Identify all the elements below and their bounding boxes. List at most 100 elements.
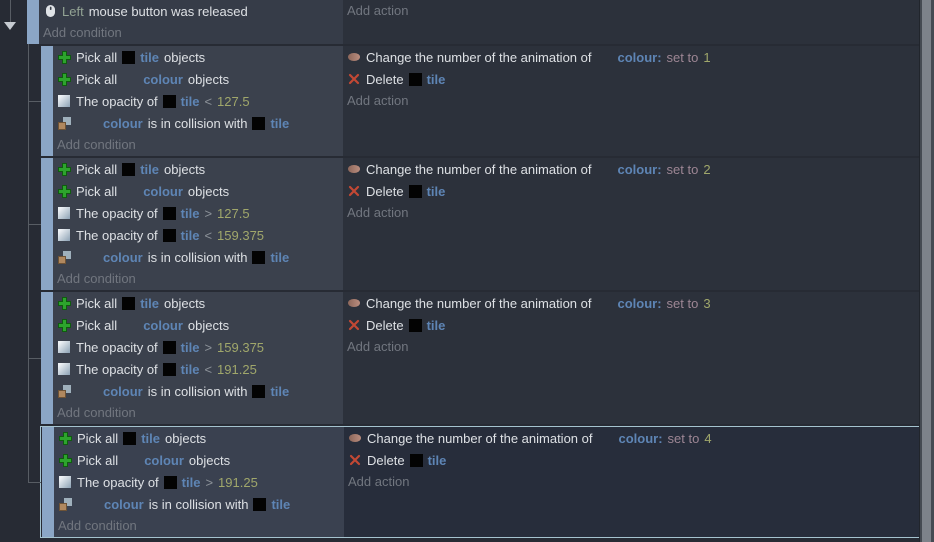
sub-event-block[interactable]: Pick all tile objects Pick all colour objects… [40, 426, 920, 538]
condition-row[interactable]: Pick all tile objects [53, 46, 343, 68]
condition-row[interactable]: Pick all colour objects [53, 68, 343, 90]
condition-row[interactable]: Pick all tile objects [53, 292, 343, 314]
sentence-text: objects [187, 317, 230, 333]
condition-row[interactable]: Pick all colour objects [54, 449, 344, 471]
add-condition-button[interactable]: Add condition [57, 271, 136, 286]
object-name: tile [140, 161, 159, 177]
condition-row[interactable]: The opacity of tile <127.5 [53, 90, 343, 112]
animation-icon [347, 296, 361, 310]
condition-row[interactable]: Left mouse button was released [39, 0, 343, 22]
event-highlight-bar [41, 292, 53, 424]
condition-row[interactable]: The opacity of tile <159.375 [53, 224, 343, 246]
sentence-text: Pick all [77, 452, 119, 468]
action-row[interactable]: Delete tile [343, 180, 919, 202]
sentence-text: Pick all [76, 317, 118, 333]
action-row[interactable]: Delete tile [344, 449, 920, 471]
pick-objects-icon [57, 50, 71, 64]
object-name: colour [143, 183, 183, 199]
add-action-button[interactable]: Add action [348, 474, 410, 489]
action-row[interactable]: Change the number of the animation of col… [343, 46, 919, 68]
action-row[interactable]: Change the number of the animation of col… [343, 158, 919, 180]
condition-row[interactable]: colour is in collision with tile [53, 246, 343, 268]
conditions-column: Pick all tile objects Pick all colour objects… [53, 292, 343, 424]
event-highlight-bar [42, 427, 54, 537]
add-action-button[interactable]: Add action [347, 205, 409, 220]
sentence-text: The opacity of [76, 361, 158, 377]
opacity-icon [57, 94, 71, 108]
object-thumbnail [162, 340, 176, 354]
condition-row[interactable]: The opacity of tile <191.25 [53, 358, 343, 380]
object-thumbnail [162, 228, 176, 242]
sub-event-block[interactable]: Pick all tile objects Pick all colour objects… [40, 46, 919, 156]
object-thumbnail [123, 431, 137, 445]
condition-row[interactable]: colour is in collision with tile [54, 493, 344, 515]
object-name: colour [104, 496, 144, 512]
condition-row[interactable]: The opacity of tile >159.375 [53, 336, 343, 358]
opacity-icon [57, 340, 71, 354]
condition-row[interactable]: The opacity of tile >191.25 [54, 471, 344, 493]
object-name: colour [103, 115, 143, 131]
conditions-column: Left mouse button was released Add conditi… [39, 0, 343, 44]
sentence-text: Delete [366, 183, 404, 199]
sentence-text: is in collision with [148, 496, 249, 512]
add-condition-button[interactable]: Add condition [57, 405, 136, 420]
sentence-text: Change the number of the animation of [366, 49, 592, 65]
object-thumbnail [408, 184, 422, 198]
sentence-text: Pick all [76, 295, 118, 311]
add-condition-button[interactable]: Add condition [43, 25, 122, 40]
sentence-text: is in collision with [147, 383, 248, 399]
object-thumbnail [252, 384, 266, 398]
sentence-text: Change the number of the animation of [366, 295, 592, 311]
action-row[interactable]: Delete tile [343, 314, 919, 336]
sentence-text: Pick all [76, 49, 118, 65]
object-name: colour [143, 317, 183, 333]
root-event-block[interactable]: Left mouse button was released Add conditi… [27, 0, 919, 44]
object-thumbnail [162, 362, 176, 376]
condition-row[interactable]: Pick all tile objects [54, 427, 344, 449]
sentence-text: The opacity of [76, 93, 158, 109]
sentence-text: Delete [367, 452, 405, 468]
add-action-button[interactable]: Add action [347, 3, 409, 18]
comparison-operator: > [205, 474, 214, 490]
action-row[interactable]: Change the number of the animation of col… [344, 427, 920, 449]
vertical-scrollbar[interactable] [919, 0, 934, 542]
object-name: tile [426, 71, 446, 87]
animation-icon [347, 50, 361, 64]
action-row[interactable]: Change the number of the animation of col… [343, 292, 919, 314]
sub-event-block[interactable]: Pick all tile objects Pick all colour objects… [40, 292, 919, 424]
action-row[interactable]: Delete tile [343, 68, 919, 90]
pick-objects-icon [57, 318, 71, 332]
collapse-arrow-icon[interactable] [4, 22, 16, 30]
condition-row[interactable]: Pick all tile objects [53, 158, 343, 180]
sentence-text: mouse button was released [88, 3, 248, 19]
object-name: tile [180, 93, 200, 109]
add-action-button[interactable]: Add action [347, 339, 409, 354]
sentence-text: Pick all [76, 183, 118, 199]
parameter-value: 191.25 [217, 361, 257, 377]
comparison-operator: > [204, 339, 213, 355]
condition-row[interactable]: The opacity of tile >127.5 [53, 202, 343, 224]
condition-row[interactable]: Pick all colour objects [53, 180, 343, 202]
add-action-button[interactable]: Add action [347, 93, 409, 108]
event-highlight-bar [41, 158, 53, 290]
add-condition-button[interactable]: Add condition [58, 518, 137, 533]
scrollbar-thumb[interactable] [922, 0, 931, 542]
operator-label: set to [667, 430, 700, 446]
add-condition-button[interactable]: Add condition [57, 137, 136, 152]
sub-event-block[interactable]: Pick all tile objects Pick all colour objects… [40, 158, 919, 290]
event-highlight-bar [41, 46, 53, 156]
condition-row[interactable]: Pick all colour objects [53, 314, 343, 336]
actions-column: Change the number of the animation of col… [343, 158, 919, 290]
object-name: tile [181, 474, 201, 490]
actions-column: Change the number of the animation of col… [343, 46, 919, 156]
comparison-operator: > [204, 205, 213, 221]
delete-icon [348, 453, 362, 467]
sentence-text: objects [188, 452, 231, 468]
condition-row[interactable]: colour is in collision with tile [53, 380, 343, 402]
operator-label: set to [666, 49, 699, 65]
object-name: tile [141, 430, 160, 446]
object-name: tile [426, 183, 446, 199]
parameter-value: 127.5 [217, 93, 250, 109]
parameter-value: Left [62, 3, 84, 19]
condition-row[interactable]: colour is in collision with tile [53, 112, 343, 134]
